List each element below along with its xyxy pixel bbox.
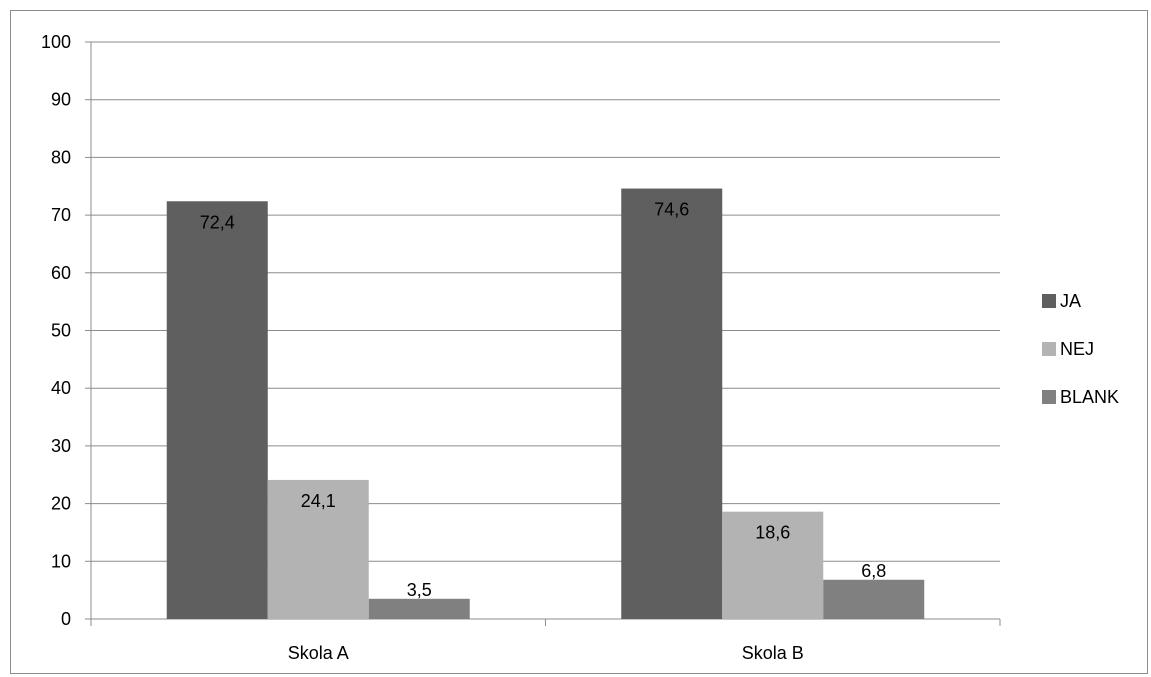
y-tick-label: 100 xyxy=(41,32,71,52)
data-label: 3,5 xyxy=(407,580,432,600)
data-label: 6,8 xyxy=(861,561,886,581)
legend-label-nej: NEJ xyxy=(1060,339,1094,359)
y-tick-label: 90 xyxy=(51,90,71,110)
x-category-label: Skola A xyxy=(288,643,349,663)
legend-swatch-blank xyxy=(1042,390,1056,404)
x-category-label: Skola B xyxy=(742,643,804,663)
legend-label-blank: BLANK xyxy=(1060,387,1119,407)
y-tick-label: 10 xyxy=(51,551,71,571)
data-label: 18,6 xyxy=(755,523,790,543)
bar-ja-0 xyxy=(166,201,268,619)
data-label: 72,4 xyxy=(200,212,235,232)
bar-blank-0 xyxy=(368,598,470,619)
y-tick-label: 0 xyxy=(61,609,71,629)
legend-swatch-ja xyxy=(1042,294,1056,308)
data-label: 24,1 xyxy=(301,491,336,511)
y-tick-label: 80 xyxy=(51,147,71,167)
y-tick-label: 70 xyxy=(51,205,71,225)
legend-swatch-nej xyxy=(1042,342,1056,356)
y-tick-label: 50 xyxy=(51,321,71,341)
bar-ja-1 xyxy=(621,188,723,620)
data-label: 74,6 xyxy=(654,200,689,220)
bar-blank-1 xyxy=(823,579,925,619)
bar-nej-1 xyxy=(722,511,824,619)
legend-label-ja: JA xyxy=(1060,291,1081,311)
y-tick-label: 30 xyxy=(51,436,71,456)
y-tick-label: 40 xyxy=(51,378,71,398)
y-tick-label: 20 xyxy=(51,494,71,514)
y-tick-label: 60 xyxy=(51,263,71,283)
bar-nej-0 xyxy=(267,479,369,619)
